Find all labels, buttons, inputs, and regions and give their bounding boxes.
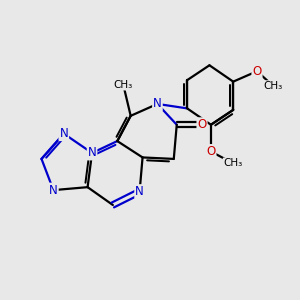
- Text: O: O: [197, 118, 207, 131]
- Text: O: O: [252, 65, 262, 78]
- Text: CH₃: CH₃: [114, 80, 133, 90]
- Text: N: N: [135, 185, 144, 198]
- Text: N: N: [88, 146, 96, 160]
- Text: O: O: [206, 145, 216, 158]
- Text: N: N: [49, 184, 58, 196]
- Text: N: N: [59, 127, 68, 140]
- Text: CH₃: CH₃: [224, 158, 243, 168]
- Text: N: N: [153, 98, 162, 110]
- Text: CH₃: CH₃: [264, 81, 283, 91]
